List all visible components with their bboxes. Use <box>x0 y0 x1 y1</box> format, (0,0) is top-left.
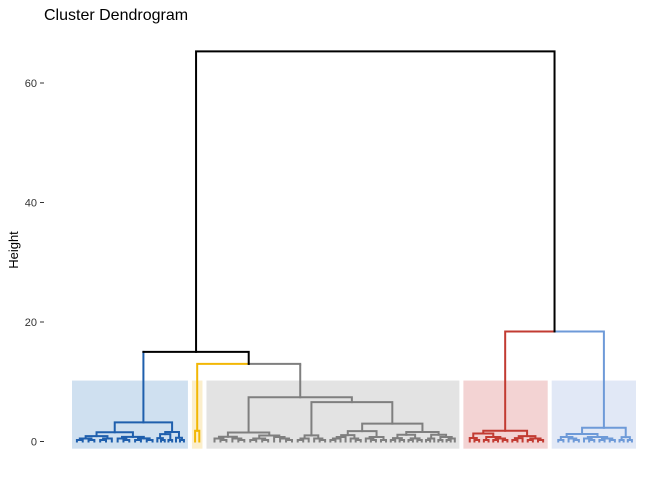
y-tick-label: 0 <box>31 437 37 449</box>
black-link <box>142 350 250 365</box>
chart-title: Cluster Dendrogram <box>44 7 188 24</box>
dendrogram-links <box>75 50 633 443</box>
y-tick-label: 20 <box>25 317 37 329</box>
y-axis-label: Height <box>6 231 21 269</box>
y-axis: 0 20 40 60 <box>25 78 44 449</box>
red-lightblue-link <box>504 330 556 432</box>
cluster-box-light-blue <box>551 380 636 449</box>
yellow-gray-link <box>247 362 302 366</box>
root-link <box>195 50 556 353</box>
y-tick-label: 60 <box>25 78 37 90</box>
red-lightblue-link <box>553 330 605 429</box>
y-tick-label: 40 <box>25 198 37 210</box>
yellow-gray-link <box>196 362 250 432</box>
